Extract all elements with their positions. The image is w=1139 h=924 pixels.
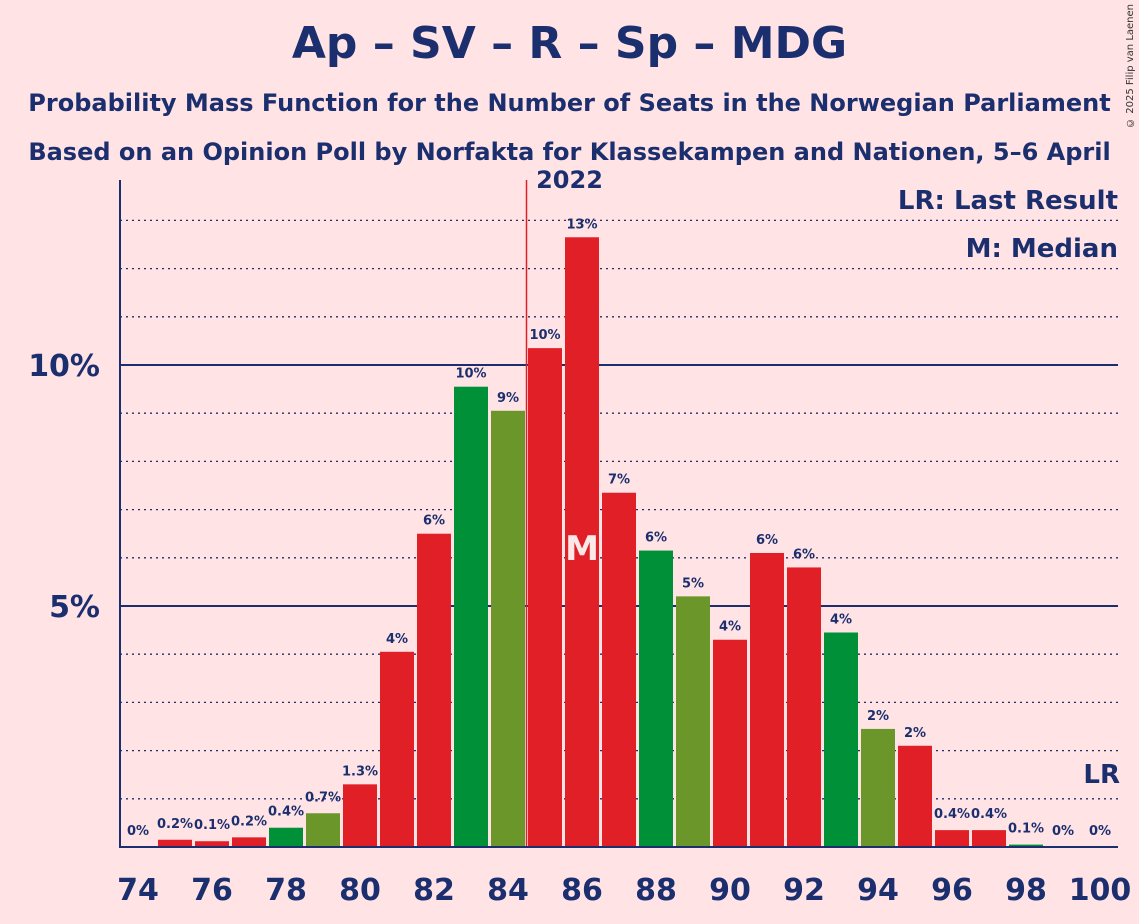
bar-81 (380, 651, 414, 847)
bar-92 (787, 567, 821, 847)
bar-98 (1009, 844, 1043, 847)
x-tick-label: 82 (413, 873, 455, 908)
x-tick-label: 80 (339, 873, 381, 908)
median-marker: M (565, 529, 599, 569)
data-label-97: 0.4% (971, 807, 1007, 822)
bar-80 (343, 784, 377, 847)
x-tick-label: 94 (857, 873, 899, 908)
data-label-75: 0.2% (157, 817, 193, 832)
data-label-85: 10% (529, 328, 560, 343)
x-tick-label: 90 (709, 873, 751, 908)
data-labels: 0% 0.2% 0.1% 0.2%0.4%0.7%1.3%4%6%10%9%10%13… (127, 217, 1111, 839)
bar-89 (676, 596, 710, 847)
data-label-81: 4% (386, 632, 408, 647)
data-label-100: 0% (1089, 824, 1111, 839)
data-label-98: 0.1% (1008, 822, 1044, 837)
legend-median: M: Median (966, 234, 1118, 264)
bar-78 (269, 827, 303, 847)
bar-84 (491, 410, 525, 847)
bar-97 (972, 830, 1006, 847)
x-tick-label: 74 (117, 873, 159, 908)
bar-93 (824, 632, 858, 847)
bar-91 (750, 552, 784, 847)
bar-95 (898, 745, 932, 847)
bar-83 (454, 386, 488, 847)
bar-series (158, 237, 1043, 847)
data-label-91: 6% (756, 533, 778, 548)
bar-96 (935, 830, 969, 847)
bar-88 (639, 550, 673, 847)
bar-86 (565, 237, 599, 847)
x-tick-label: 86 (561, 873, 603, 908)
data-label-94: 2% (867, 709, 889, 724)
x-tick-label: 88 (635, 873, 677, 908)
data-label-80: 1.3% (342, 764, 378, 779)
x-tick-label: 96 (931, 873, 973, 908)
bar-82 (417, 533, 451, 847)
bar-79 (306, 813, 340, 847)
data-label-78: 0.4% (268, 805, 304, 820)
data-label-93: 4% (830, 613, 852, 628)
data-label-79: 0.7% (305, 790, 341, 805)
data-label-99: 0% (1052, 824, 1074, 839)
data-label-83: 10% (455, 367, 486, 382)
data-label-90: 4% (719, 620, 741, 635)
data-label-86: 13% (566, 217, 597, 232)
bar-75 (158, 839, 192, 847)
data-label-89: 5% (682, 576, 704, 591)
bar-87 (602, 492, 636, 847)
x-tick-label: 100 (1069, 873, 1132, 908)
data-label-87: 7% (608, 473, 630, 488)
bar-76 (195, 841, 229, 847)
data-label-76: 0.1% (194, 818, 230, 833)
data-label-96: 0.4% (934, 807, 970, 822)
x-tick-label: 84 (487, 873, 529, 908)
x-tick-label: 76 (191, 873, 233, 908)
x-tick-label: 78 (265, 873, 307, 908)
data-label-84: 9% (497, 391, 519, 406)
legend-last-result: LR: Last Result (898, 186, 1118, 216)
axes: 5% 10% M LR 74 76 78 80 82 84 86 88 90 92 94 96 98 100 (28, 180, 1131, 908)
chart-title: Ap – SV – R – Sp – MDG (291, 18, 848, 69)
last-result-marker: LR (1083, 760, 1120, 790)
bar-90 (713, 639, 747, 847)
x-tick-label: 98 (1005, 873, 1047, 908)
bar-85 (528, 348, 562, 847)
y-tick-label: 5% (49, 590, 100, 625)
data-label-95: 2% (904, 726, 926, 741)
chart-subtitle: Probability Mass Function for the Number… (28, 89, 1111, 117)
data-label-92: 6% (793, 547, 815, 562)
bar-94 (861, 728, 895, 847)
bar-77 (232, 837, 266, 847)
data-label-74: 0% (127, 824, 149, 839)
data-label-88: 6% (645, 531, 667, 546)
x-tick-label: 92 (783, 873, 825, 908)
data-label-82: 6% (423, 514, 445, 529)
data-label-77: 0.2% (231, 814, 267, 829)
y-tick-label: 10% (28, 349, 100, 384)
chart-subtitle-source: Based on an Opinion Poll by Norfakta for… (28, 138, 1111, 194)
